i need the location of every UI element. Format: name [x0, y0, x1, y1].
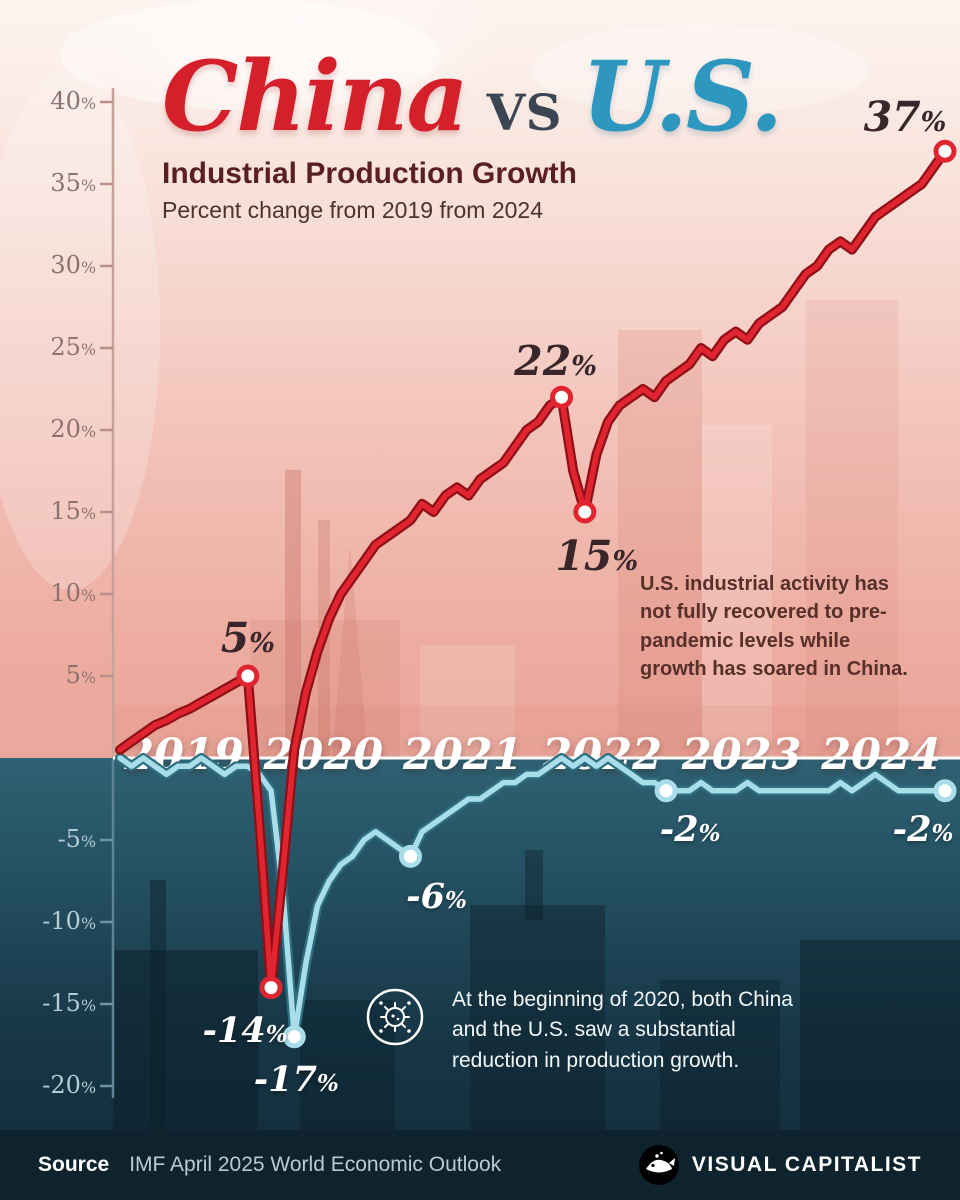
smoke-haze	[150, 0, 470, 95]
data-point-marker	[933, 779, 957, 803]
us-recovery-note: U.S. industrial activity has not fully r…	[640, 573, 908, 681]
chart-tagline: Percent change from 2019 from 2024	[162, 197, 544, 223]
y-tick-label: 20%	[50, 415, 96, 443]
background-top	[0, 0, 960, 758]
title-china: China	[162, 40, 469, 153]
footer: Source IMF April 2025 World Economic Out…	[0, 1130, 960, 1200]
data-point-label: 5%	[220, 614, 275, 662]
brand-group: VISUAL CAPITALIST	[638, 1144, 922, 1186]
year-label: 2020	[263, 730, 384, 780]
data-point-label: -2%	[659, 808, 721, 850]
visual-capitalist-logo-icon	[638, 1145, 679, 1185]
source-label: Source	[38, 1153, 110, 1176]
data-point-label: 37%	[863, 93, 947, 142]
y-tick-label: -15%	[42, 989, 96, 1017]
year-label: 2021	[402, 730, 523, 780]
y-tick-label: 25%	[50, 333, 96, 361]
data-point-label: -14%	[202, 1009, 288, 1051]
y-tick-label: -20%	[42, 1071, 96, 1099]
y-tick-label: 35%	[50, 169, 96, 197]
year-label: 2024	[821, 730, 941, 780]
data-point-label: -2%	[892, 808, 954, 850]
header: China VS U.S. Industrial Production Grow…	[162, 40, 784, 224]
source-text: IMF April 2025 World Economic Outlook	[129, 1153, 502, 1176]
data-point-marker	[933, 139, 957, 163]
y-tick-label: -5%	[57, 825, 96, 853]
data-point-marker	[654, 779, 678, 803]
y-tick-label: 5%	[65, 661, 96, 689]
data-point-marker	[573, 500, 597, 524]
data-point-marker	[259, 976, 283, 1000]
data-point-label: 15%	[555, 532, 639, 580]
y-tick-label: 40%	[50, 87, 96, 115]
title-row: China VS U.S.	[162, 40, 784, 153]
chart-subtitle: Industrial Production Growth	[162, 157, 577, 190]
data-point-marker	[398, 844, 422, 868]
source-group: Source IMF April 2025 World Economic Out…	[38, 1153, 501, 1177]
y-tick-label: -10%	[42, 907, 96, 935]
y-tick-label: 15%	[50, 497, 96, 525]
y-tick-label: 30%	[50, 251, 96, 279]
title-us: U.S.	[581, 40, 784, 153]
data-point-label: -17%	[253, 1058, 339, 1100]
China-line	[117, 148, 948, 991]
data-point-marker	[282, 1025, 306, 1049]
brand-name: VISUAL CAPITALIST	[691, 1153, 922, 1176]
data-point-marker	[550, 385, 574, 409]
data-point-marker	[236, 664, 260, 688]
year-label: 2023	[681, 730, 802, 780]
title-vs: VS	[486, 83, 562, 142]
virus-icon	[366, 988, 424, 1046]
covid-note: At the beginning of 2020, both China and…	[452, 988, 793, 1072]
data-point-label: -6%	[406, 876, 467, 918]
y-tick-label: 10%	[50, 579, 96, 607]
data-point-label: 22%	[514, 337, 597, 386]
